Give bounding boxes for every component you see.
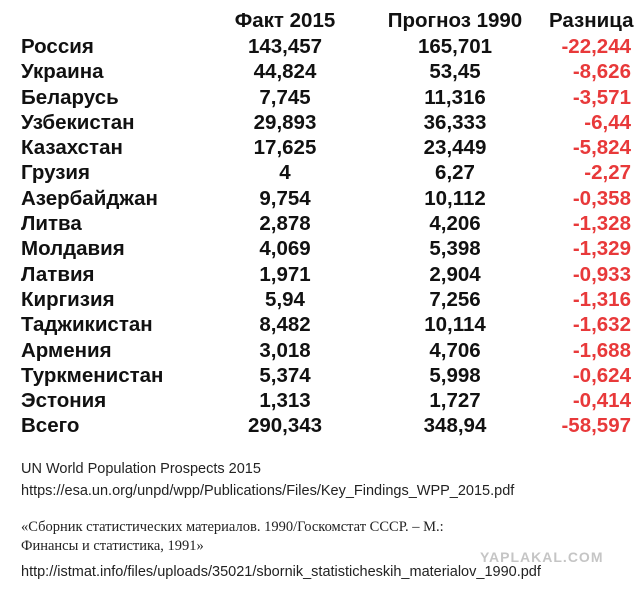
- fact-2015-cell: 290,343: [247, 414, 323, 438]
- country-cell: Узбекистан: [21, 110, 135, 134]
- difference-cell: -1,328: [572, 212, 631, 236]
- table-row: Азербайджан 9,754 10,112 -0,358: [21, 186, 631, 211]
- difference-cell: -5,824: [572, 136, 631, 160]
- forecast-1990-cell: 5,998: [429, 363, 481, 387]
- site-watermark: YAPLAKAL.COM: [480, 549, 604, 565]
- forecast-1990-cell: 1,727: [429, 389, 481, 413]
- un-source-link[interactable]: https://esa.un.org/unpd/wpp/Publications…: [21, 483, 515, 499]
- fact-2015-cell: 29,893: [253, 110, 317, 134]
- forecast-1990-cell: 348,94: [423, 414, 487, 438]
- fact-2015-cell: 1,313: [259, 389, 311, 413]
- country-cell: Туркменистан: [21, 363, 164, 387]
- table-row: Узбекистан 29,893 36,333 -6,44: [21, 110, 631, 135]
- country-cell: Таджикистан: [21, 313, 153, 337]
- fact-2015-cell: 2,878: [259, 212, 311, 236]
- fact-2015-cell: 7,745: [259, 85, 311, 109]
- country-cell: Эстония: [21, 389, 107, 413]
- fact-2015-cell: 5,374: [259, 363, 311, 387]
- difference-cell: -6,44: [584, 110, 631, 134]
- header-forecast-1990: Прогноз 1990: [387, 9, 523, 32]
- country-cell: Латвия: [21, 262, 95, 286]
- country-cell: Киргизия: [21, 287, 115, 311]
- table-row: Эстония 1,313 1,727 -0,414: [21, 388, 631, 413]
- forecast-1990-cell: 4,706: [429, 338, 481, 362]
- forecast-1990-cell: 36,333: [423, 110, 487, 134]
- forecast-1990-cell: 165,701: [417, 35, 493, 58]
- country-cell: Казахстан: [21, 136, 123, 160]
- forecast-1990-cell: 53,45: [429, 60, 481, 84]
- country-cell: Беларусь: [21, 85, 119, 109]
- book-citation-line-1: «Сборник статистических материалов. 1990…: [21, 519, 444, 535]
- table-row: Казахстан 17,625 23,449 -5,824: [21, 135, 631, 160]
- table-row: Всего 290,343 348,94 -58,597: [21, 413, 631, 438]
- forecast-1990-cell: 6,27: [435, 161, 475, 185]
- table-header-row: Факт 2015 Прогноз 1990 Разница: [21, 8, 634, 34]
- table-row: Латвия 1,971 2,904 -0,933: [21, 262, 631, 287]
- country-cell: Россия: [21, 35, 94, 58]
- table-row: Молдавия 4,069 5,398 -1,329: [21, 236, 631, 261]
- fact-2015-cell: 8,482: [259, 313, 311, 337]
- table-row: Туркменистан 5,374 5,998 -0,624: [21, 363, 631, 388]
- forecast-1990-cell: 11,316: [424, 85, 486, 109]
- forecast-1990-cell: 23,449: [423, 136, 487, 160]
- country-cell: Азербайджан: [21, 186, 158, 210]
- table-row: Россия 143,457 165,701 -22,244: [21, 34, 631, 59]
- un-source-title: UN World Population Prospects 2015: [21, 461, 261, 477]
- difference-cell: -8,626: [572, 60, 631, 84]
- difference-cell: -1,329: [572, 237, 631, 261]
- forecast-1990-cell: 7,256: [429, 287, 481, 311]
- book-citation-line-2: Финансы и статистика, 1991»: [21, 538, 204, 554]
- country-cell: Молдавия: [21, 237, 125, 261]
- forecast-1990-cell: 2,904: [429, 262, 481, 286]
- difference-cell: -0,358: [572, 186, 631, 210]
- fact-2015-cell: 1,971: [259, 262, 311, 286]
- table-row: Украина 44,824 53,45 -8,626: [21, 59, 631, 84]
- table-body: Россия 143,457 165,701 -22,244 Украина 44,824…: [21, 34, 631, 439]
- table-row: Армения 3,018 4,706 -1,688: [21, 338, 631, 363]
- difference-cell: -58,597: [561, 414, 631, 438]
- country-cell: Литва: [21, 212, 82, 236]
- difference-cell: -1,316: [572, 287, 631, 311]
- difference-cell: -22,244: [561, 35, 631, 58]
- country-cell: Армения: [21, 338, 112, 362]
- un-source-block: UN World Population Prospects 2015 https…: [21, 458, 514, 502]
- table-row: Беларусь 7,745 11,316 -3,571: [21, 85, 631, 110]
- forecast-1990-cell: 10,112: [424, 186, 486, 210]
- difference-cell: -0,933: [572, 262, 631, 286]
- istmat-source-link[interactable]: http://istmat.info/files/uploads/35021/s…: [21, 564, 541, 580]
- difference-cell: -0,414: [572, 389, 631, 413]
- fact-2015-cell: 5,94: [265, 287, 305, 311]
- table-row: Грузия 4 6,27 -2,27: [21, 160, 631, 185]
- forecast-1990-cell: 5,398: [429, 237, 481, 261]
- fact-2015-cell: 44,824: [253, 60, 317, 84]
- country-cell: Украина: [21, 60, 104, 84]
- header-difference: Разница: [549, 9, 634, 32]
- country-cell: Всего: [21, 414, 80, 438]
- difference-cell: -2,27: [584, 161, 631, 185]
- fact-2015-cell: 3,018: [259, 338, 311, 362]
- difference-cell: -1,632: [572, 313, 631, 337]
- forecast-1990-cell: 4,206: [429, 212, 481, 236]
- book-citation-block: «Сборник статистических материалов. 1990…: [21, 518, 444, 556]
- country-cell: Грузия: [21, 161, 90, 185]
- difference-cell: -1,688: [572, 338, 631, 362]
- population-table: Факт 2015 Прогноз 1990 Разница Россия 143…: [21, 8, 634, 439]
- header-fact-2015: Факт 2015: [234, 9, 336, 32]
- difference-cell: -3,571: [572, 85, 631, 109]
- fact-2015-cell: 17,625: [253, 136, 317, 160]
- table-row: Киргизия 5,94 7,256 -1,316: [21, 287, 631, 312]
- fact-2015-cell: 4,069: [259, 237, 311, 261]
- fact-2015-cell: 143,457: [247, 35, 323, 58]
- fact-2015-cell: 9,754: [259, 186, 311, 210]
- table-row: Литва 2,878 4,206 -1,328: [21, 211, 631, 236]
- difference-cell: -0,624: [572, 363, 631, 387]
- table-row: Таджикистан 8,482 10,114 -1,632: [21, 312, 631, 337]
- forecast-1990-cell: 10,114: [424, 313, 486, 337]
- fact-2015-cell: 4: [279, 161, 291, 185]
